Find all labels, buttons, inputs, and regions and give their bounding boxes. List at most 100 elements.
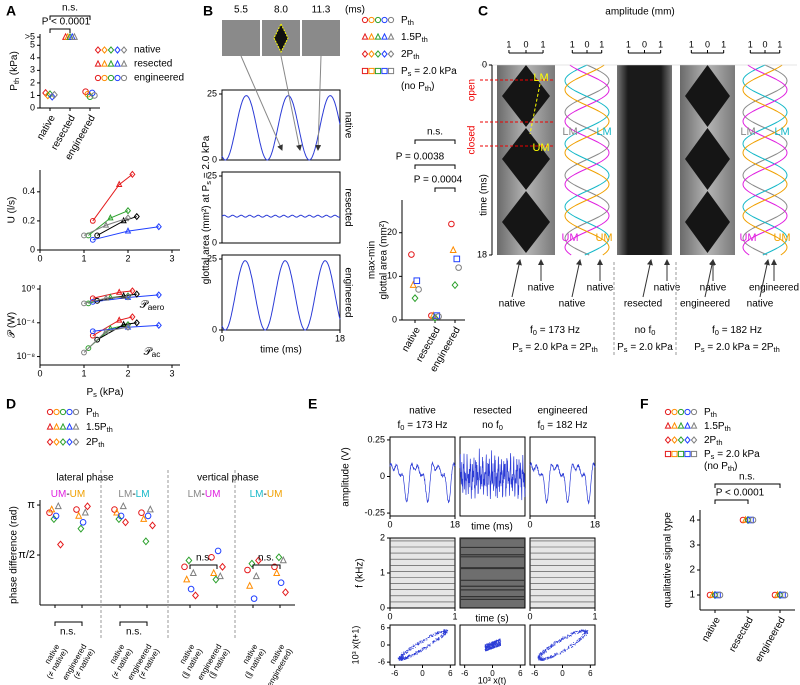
kymograph <box>617 65 672 255</box>
marker <box>133 319 140 327</box>
label: f0 = 173 Hz <box>530 325 580 337</box>
y-tick-label: 0 <box>380 602 385 612</box>
marker <box>129 313 136 321</box>
label: LM <box>533 72 548 84</box>
legend-label: 2Pth <box>704 435 723 447</box>
text-part: no f <box>635 325 652 336</box>
legend-label: 1.5Pth <box>401 32 428 44</box>
spectrogram <box>459 537 526 609</box>
text-part: 1.5P <box>704 421 725 432</box>
marker <box>246 581 254 589</box>
marker <box>81 508 89 516</box>
label: f0 = 182 Hz <box>537 420 587 432</box>
x-tick-label: 1 <box>626 39 631 49</box>
x-tick-label: native(∥ native) <box>235 642 267 680</box>
y-tick-label: 2 <box>380 532 385 542</box>
text-part: 0 <box>400 423 404 432</box>
marker <box>124 214 132 222</box>
marker <box>107 59 115 67</box>
x-tick-label: 18 <box>590 519 600 529</box>
marker <box>714 591 721 599</box>
label: LM <box>740 126 755 138</box>
series-line <box>83 326 129 353</box>
plot-frame <box>459 436 526 517</box>
x-tick-label: 1 <box>452 611 457 621</box>
text-part: glottal area (mm²) at P <box>201 184 212 284</box>
text-part: P <box>9 84 20 91</box>
text-part: th <box>93 410 99 419</box>
marker <box>448 220 455 228</box>
y-tick-label: 3 <box>30 65 35 75</box>
marker <box>187 585 195 593</box>
label: Ps = 2.0 kPa <box>617 342 673 354</box>
marker <box>115 288 123 295</box>
text-part: ac <box>152 350 161 359</box>
text-part: ) <box>734 461 737 472</box>
legend-label: Pth <box>704 407 717 419</box>
label: engineered <box>537 406 587 417</box>
marker <box>94 336 101 343</box>
panel-label: E <box>308 396 317 412</box>
x-tick-label: 0 <box>762 39 767 49</box>
x-tick-label: 0 <box>527 519 532 529</box>
label: closed <box>467 126 478 155</box>
label: native <box>747 299 774 310</box>
glottal-opening <box>685 191 730 253</box>
marker <box>138 509 145 517</box>
x-tick-label: 1 <box>541 39 546 49</box>
marker <box>248 559 256 568</box>
marker <box>435 313 442 320</box>
x-tick-label: 1 <box>81 368 86 378</box>
phase-cloud <box>397 629 449 661</box>
marker <box>57 540 64 549</box>
x-tick-label: -6 <box>461 669 469 678</box>
label: native <box>700 283 727 294</box>
text-part: f <box>530 325 533 336</box>
marker <box>271 563 278 571</box>
marker <box>102 294 110 301</box>
x-tick-label: engineered(≠ native) <box>61 642 97 685</box>
text-part: 0 <box>499 423 503 432</box>
x-tick-label: native <box>700 615 723 644</box>
panel-label: B <box>203 3 213 19</box>
marker <box>749 516 757 524</box>
marker <box>81 349 87 356</box>
text-part: 𝒫 <box>140 299 150 311</box>
plot-frame <box>221 89 341 161</box>
legend-label: engineered <box>134 73 184 84</box>
label: n.s. <box>62 3 78 14</box>
stat-bracket <box>54 621 83 626</box>
marker <box>77 524 85 533</box>
text-part: LM <box>188 489 202 500</box>
stat-bracket <box>189 564 218 569</box>
legend-label: Ps = 2.0 kPa <box>704 449 760 461</box>
signal-trace <box>459 448 526 501</box>
marker <box>89 328 96 335</box>
marker <box>690 450 698 458</box>
label: engineered <box>342 267 353 317</box>
marker <box>46 422 54 430</box>
x-tick-label: 1 <box>748 39 753 49</box>
video-frame <box>222 20 260 56</box>
label: resected <box>624 299 662 310</box>
text-part: UM <box>70 489 86 500</box>
x-tick-label: 6 <box>518 669 523 678</box>
marker <box>120 59 128 67</box>
label: UM <box>773 232 790 244</box>
legend-label: 2Pth <box>86 437 105 449</box>
marker <box>282 588 289 597</box>
marker <box>214 547 222 555</box>
x-tick-label: 0 <box>705 39 710 49</box>
marker <box>368 32 375 40</box>
arrow <box>315 55 322 151</box>
label: UM-UM <box>51 489 85 500</box>
marker <box>690 436 698 444</box>
arrow <box>642 259 653 298</box>
y-tick-label: -6 <box>378 657 386 666</box>
arrow <box>240 55 283 151</box>
x-tick-label: engineered(≠ native) <box>126 642 162 685</box>
marker <box>124 293 132 301</box>
label: U (l/s) <box>7 197 18 224</box>
marker <box>129 170 136 179</box>
y-tick-label: 6 <box>381 623 386 632</box>
